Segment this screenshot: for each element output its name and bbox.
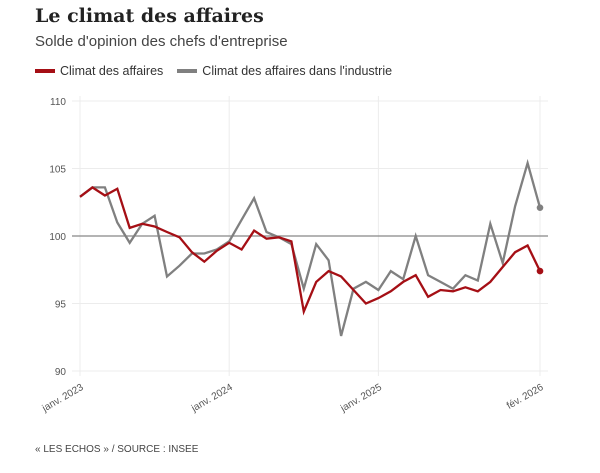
chart-subtitle: Solde d'opinion des chefs d'entreprise xyxy=(35,33,288,50)
x-tick-label: fév. 2026 xyxy=(505,382,546,412)
y-tick-label: 105 xyxy=(49,165,66,176)
x-tick-label: janv. 2023 xyxy=(40,382,86,415)
y-tick-label: 90 xyxy=(55,367,67,378)
y-tick-label: 100 xyxy=(49,232,66,243)
series-line xyxy=(79,185,542,316)
legend-item-climat: Climat des affaires xyxy=(35,64,163,78)
x-tick-label: janv. 2024 xyxy=(189,382,235,415)
legend-item-industrie: Climat des affaires dans l'industrie xyxy=(177,64,392,78)
legend-swatch xyxy=(177,69,198,73)
y-tick-label: 110 xyxy=(50,97,66,108)
series-end-point xyxy=(536,267,544,275)
y-tick-label: 95 xyxy=(55,300,67,311)
legend-swatch xyxy=(35,69,55,73)
legend-label: Climat des affaires dans l'industrie xyxy=(202,64,393,78)
legend: Climat des affaires Climat des affaires … xyxy=(35,64,392,78)
x-tick-label: janv. 2025 xyxy=(338,382,384,415)
series-end-point xyxy=(536,204,544,211)
legend-label: Climat des affaires xyxy=(60,64,164,78)
source-note: « LES ECHOS » / SOURCE : INSEE xyxy=(35,444,199,455)
series-line xyxy=(79,158,542,337)
chart-title: Le climat des affaires xyxy=(35,5,264,27)
